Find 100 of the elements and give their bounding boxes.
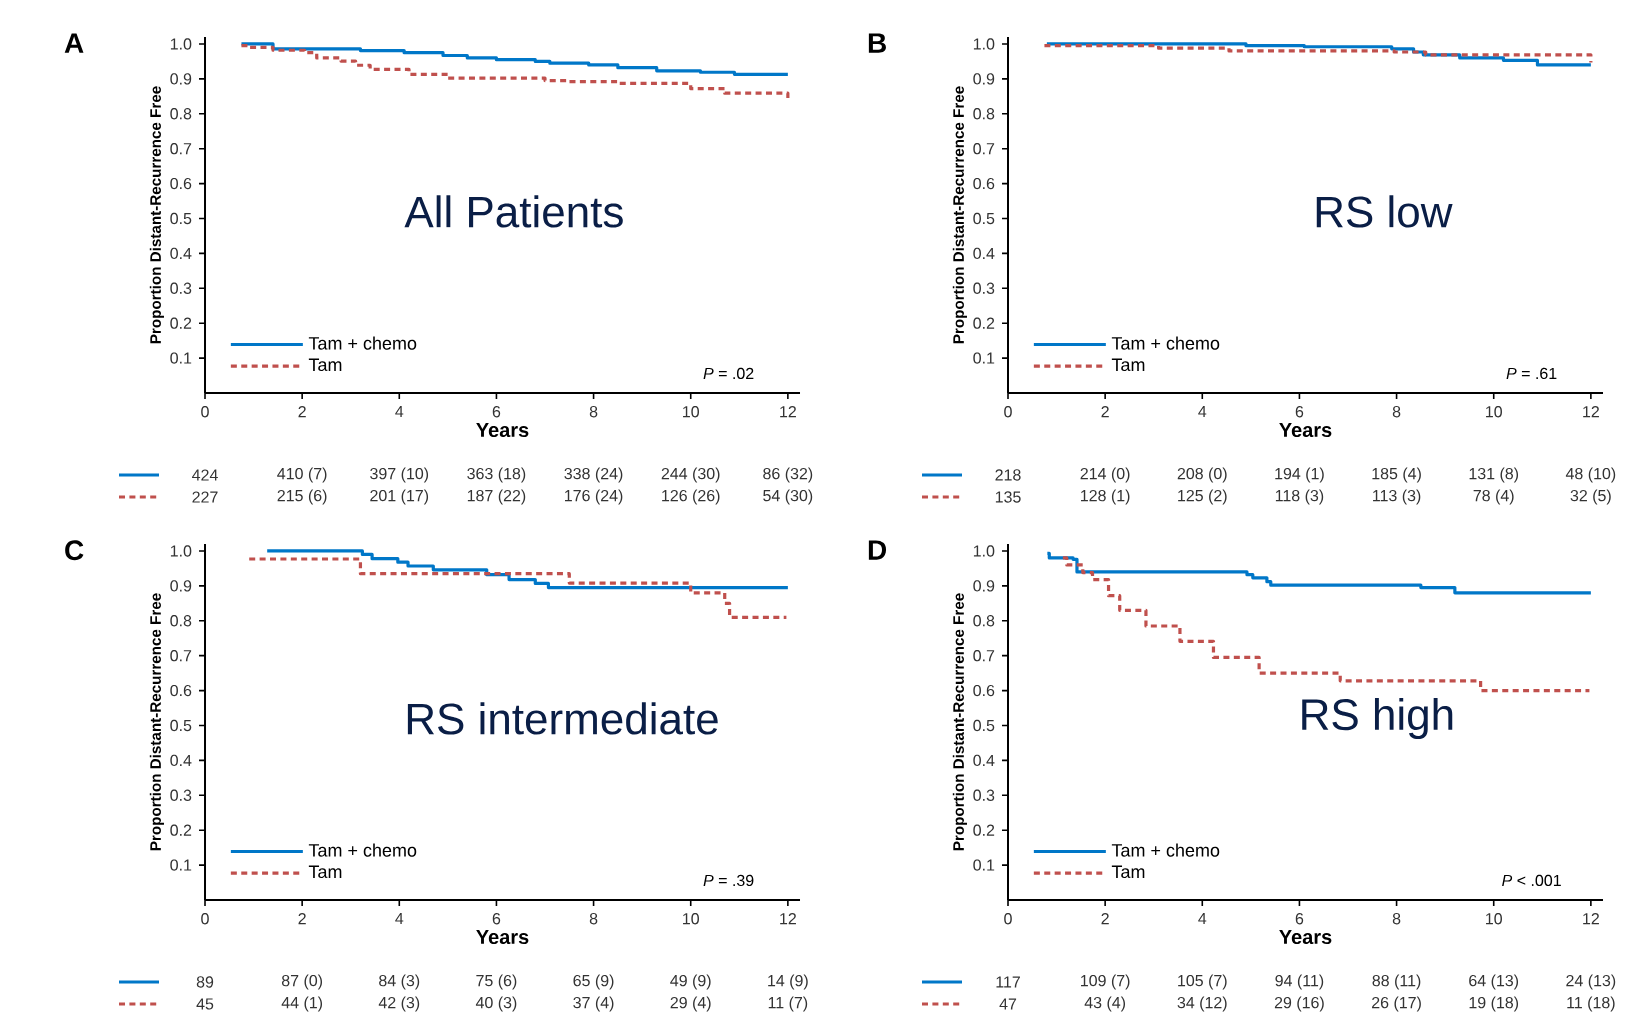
x-axis-title: Years [1279, 423, 1332, 438]
chart-title: C [65, 540, 84, 561]
text: 135 [995, 491, 1021, 503]
y-tick-label: 0.4 [973, 247, 995, 260]
y-tick-label: 0.6 [170, 684, 192, 697]
y-tick-label: 0.8 [170, 615, 192, 627]
x-tick-label: 8 [589, 406, 598, 418]
text: 87 (0) [281, 974, 323, 990]
y-tick-label: 0.7 [170, 143, 192, 155]
y-axis-title: Proportion Distant-Recurrence Free [149, 86, 164, 344]
text: 89 [196, 976, 214, 988]
y-tick-label: 0.1 [973, 859, 995, 871]
text: 397 (10) [370, 467, 429, 483]
text: 24 (13) [1566, 974, 1616, 990]
y-tick-label: 0.8 [170, 108, 192, 120]
x-tick-label: 12 [1583, 913, 1599, 925]
x-axis-title: Years [476, 930, 529, 945]
text: 65 (9) [573, 974, 614, 990]
text: 244 (30) [661, 467, 720, 483]
x-tick-label: 10 [683, 406, 699, 418]
x-tick-label: 10 [1486, 913, 1502, 925]
text: 29 (4) [670, 996, 711, 1012]
text: 125 (2) [1178, 489, 1227, 505]
x-tick-label: 6 [1295, 406, 1304, 418]
text: 49 (9) [670, 974, 711, 990]
text: 42 (3) [378, 996, 420, 1012]
chart-title: B [868, 33, 886, 53]
text: 187 (22) [467, 489, 526, 505]
text: 14 (9) [768, 974, 808, 990]
text: 218 [995, 469, 1021, 481]
y-tick-label: 0.4 [973, 754, 995, 767]
text: 75 (6) [476, 974, 517, 990]
text: 94 (11) [1275, 974, 1324, 990]
text: 26 (17) [1372, 996, 1421, 1012]
text: 113 (3) [1373, 489, 1421, 505]
x-tick-label: 4 [1198, 406, 1207, 418]
text: 410 (7) [277, 467, 327, 483]
text: RS high [1302, 697, 1453, 739]
text: 109 (7) [1081, 974, 1130, 990]
text: 54 (30) [763, 489, 813, 505]
y-tick-label: 0.3 [973, 282, 995, 294]
y-tick-label: 0.5 [170, 212, 192, 225]
y-axis-title: Proportion Distant-Recurrence Free [952, 86, 967, 344]
text: 131 (8) [1469, 467, 1519, 483]
y-tick-label: 1.0 [170, 545, 192, 557]
x-tick-label: 0 [1004, 913, 1012, 925]
text: 126 (26) [662, 489, 720, 505]
x-tick-label: 4 [395, 913, 404, 925]
text: 40 (3) [475, 996, 517, 1012]
y-tick-label: 0.7 [973, 650, 995, 662]
y-tick-label: 0.4 [170, 247, 192, 260]
text: 44 (1) [281, 996, 323, 1012]
text: 47 [999, 998, 1017, 1010]
text: 105 (7) [1178, 974, 1227, 990]
text: 227 [192, 491, 218, 503]
y-tick-label: 0.6 [973, 684, 995, 697]
legend-label: Tam + chemo [1111, 336, 1220, 350]
y-tick-label: 0.1 [973, 352, 995, 364]
text: 185 (4) [1372, 467, 1421, 483]
text: 11 (7) [768, 996, 808, 1012]
text: 176 (24) [565, 489, 623, 505]
x-tick-label: 8 [1392, 406, 1401, 418]
text: 118 (3) [1275, 489, 1324, 505]
x-tick-label: 2 [1101, 913, 1109, 925]
y-tick-label: 0.5 [973, 719, 995, 732]
text: 43 (4) [1084, 996, 1126, 1012]
annotation: P = .61 [1506, 367, 1557, 380]
text: 78 (4) [1473, 489, 1514, 505]
x-tick-label: 12 [1583, 406, 1599, 418]
legend-label: Tam + chemo [308, 843, 417, 857]
text: 363 (18) [467, 467, 526, 483]
chart-title: D [868, 540, 887, 560]
legend-label: Tam [308, 865, 342, 879]
text: 29 (16) [1274, 996, 1324, 1012]
y-tick-label: 0.8 [973, 615, 995, 627]
text: 88 (11) [1372, 974, 1421, 990]
y-tick-label: 0.1 [170, 352, 192, 364]
legend-label: Tam [1111, 865, 1145, 879]
x-tick-label: 12 [780, 913, 796, 925]
text: 128 (1) [1081, 489, 1130, 505]
text: 32 (5) [1570, 489, 1611, 505]
text: 194 (1) [1275, 467, 1324, 483]
text: 214 (0) [1080, 467, 1130, 483]
y-tick-label: 0.9 [170, 73, 192, 85]
x-tick-label: 2 [298, 913, 306, 925]
y-tick-label: 0.9 [973, 580, 995, 592]
annotation: P < .001 [1502, 874, 1561, 887]
legend-label: Tam [308, 358, 342, 372]
y-tick-label: 0.6 [973, 177, 995, 190]
y-tick-label: 0.5 [170, 719, 192, 732]
x-tick-label: 8 [1392, 913, 1401, 925]
x-axis-title: Years [1279, 930, 1332, 945]
text: 48 (10) [1565, 467, 1616, 483]
text: 338 (24) [564, 467, 623, 483]
y-tick-label: 0.3 [170, 789, 192, 801]
y-axis-title: Proportion Distant-Recurrence Free [952, 593, 967, 851]
y-tick-label: 0.1 [170, 859, 192, 871]
chart-title: A [64, 33, 84, 53]
text: 201 (17) [370, 489, 429, 505]
legend-label: Tam [1111, 358, 1145, 372]
